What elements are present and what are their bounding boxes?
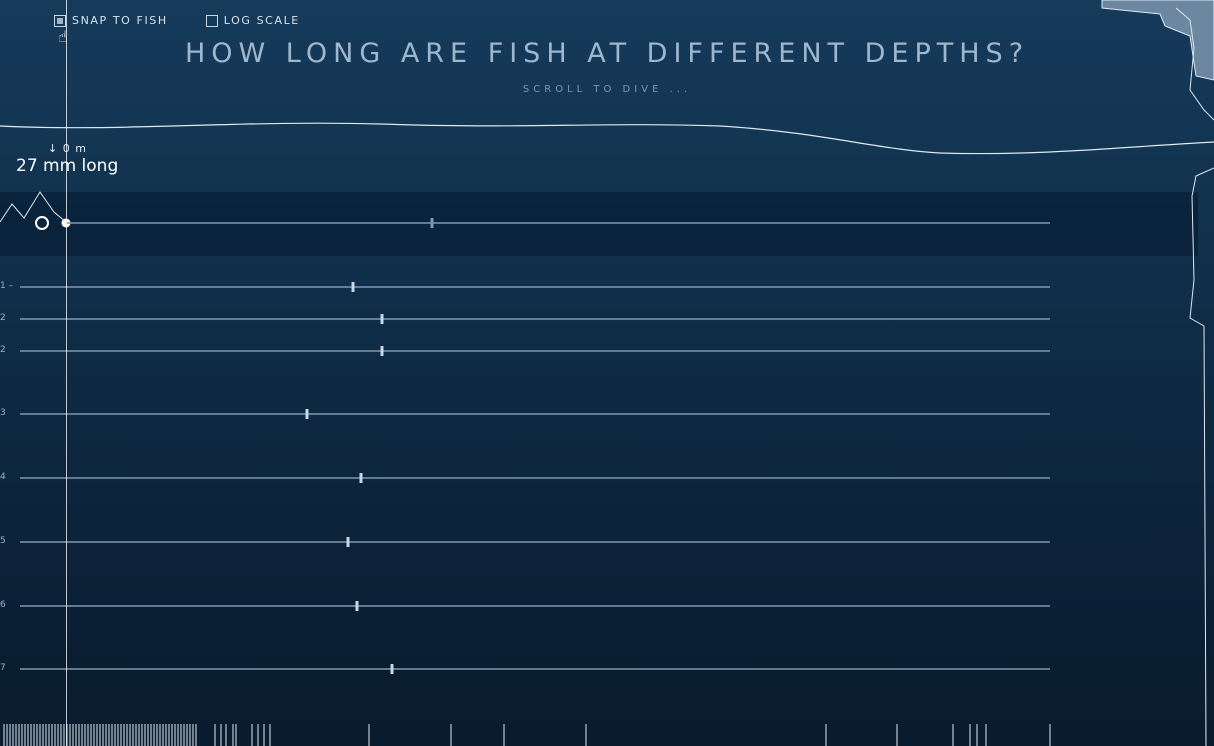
fish-shadow-dot [35, 216, 49, 230]
depth-row-label: 7 [0, 663, 6, 673]
fish-marker-icon [0, 191, 67, 223]
log-scale-checkbox[interactable]: LOG SCALE [205, 14, 300, 27]
coastline-outline [1175, 7, 1214, 121]
depth-value: ↓ 0 m [48, 142, 87, 155]
depth-row-label: 4 [0, 472, 6, 482]
depth-row-marker [346, 537, 350, 547]
snap-checkbox-box[interactable] [54, 14, 66, 27]
fish-length-value: 27 mm long [16, 156, 119, 176]
depth-row-marker [355, 601, 359, 611]
depth-row-marker [380, 346, 384, 356]
log-label: LOG SCALE [223, 14, 300, 27]
depth-row-marker [390, 664, 394, 674]
depth-row-label: 6 [0, 600, 6, 610]
depth-row-marker [430, 218, 434, 228]
depth-row-marker [351, 282, 355, 292]
highlighted-row-band [0, 192, 1198, 256]
controls-bar: SNAP TO FISH LOG SCALE [54, 14, 300, 27]
depth-guide-line [66, 0, 67, 746]
depth-row-marker [305, 409, 309, 419]
water-surface-line [0, 122, 1214, 155]
depth-row-label: 1 – [0, 281, 14, 291]
depth-row-label: 2 [0, 345, 6, 355]
snap-to-fish-checkbox[interactable]: SNAP TO FISH [54, 14, 168, 27]
log-checkbox-box[interactable] [205, 14, 218, 27]
depth-readout: ↓ 0 m 27 mm long [16, 142, 118, 176]
depth-row-label: 3 [0, 408, 6, 418]
depth-row-marker [359, 473, 363, 483]
page-title: HOW LONG ARE FISH AT DIFFERENT DEPTHS? [184, 38, 1030, 69]
depth-scale-outline [1189, 167, 1214, 746]
page-subtitle: SCROLL TO DIVE ... [522, 84, 692, 95]
depth-row-label: 5 [0, 536, 6, 546]
snap-label: SNAP TO FISH [72, 14, 168, 27]
depth-row-label: 2 [0, 313, 6, 323]
coastline-shape [1101, 0, 1214, 81]
cursor-hand-icon: ☝ [58, 27, 68, 46]
depth-row-marker [380, 314, 384, 324]
